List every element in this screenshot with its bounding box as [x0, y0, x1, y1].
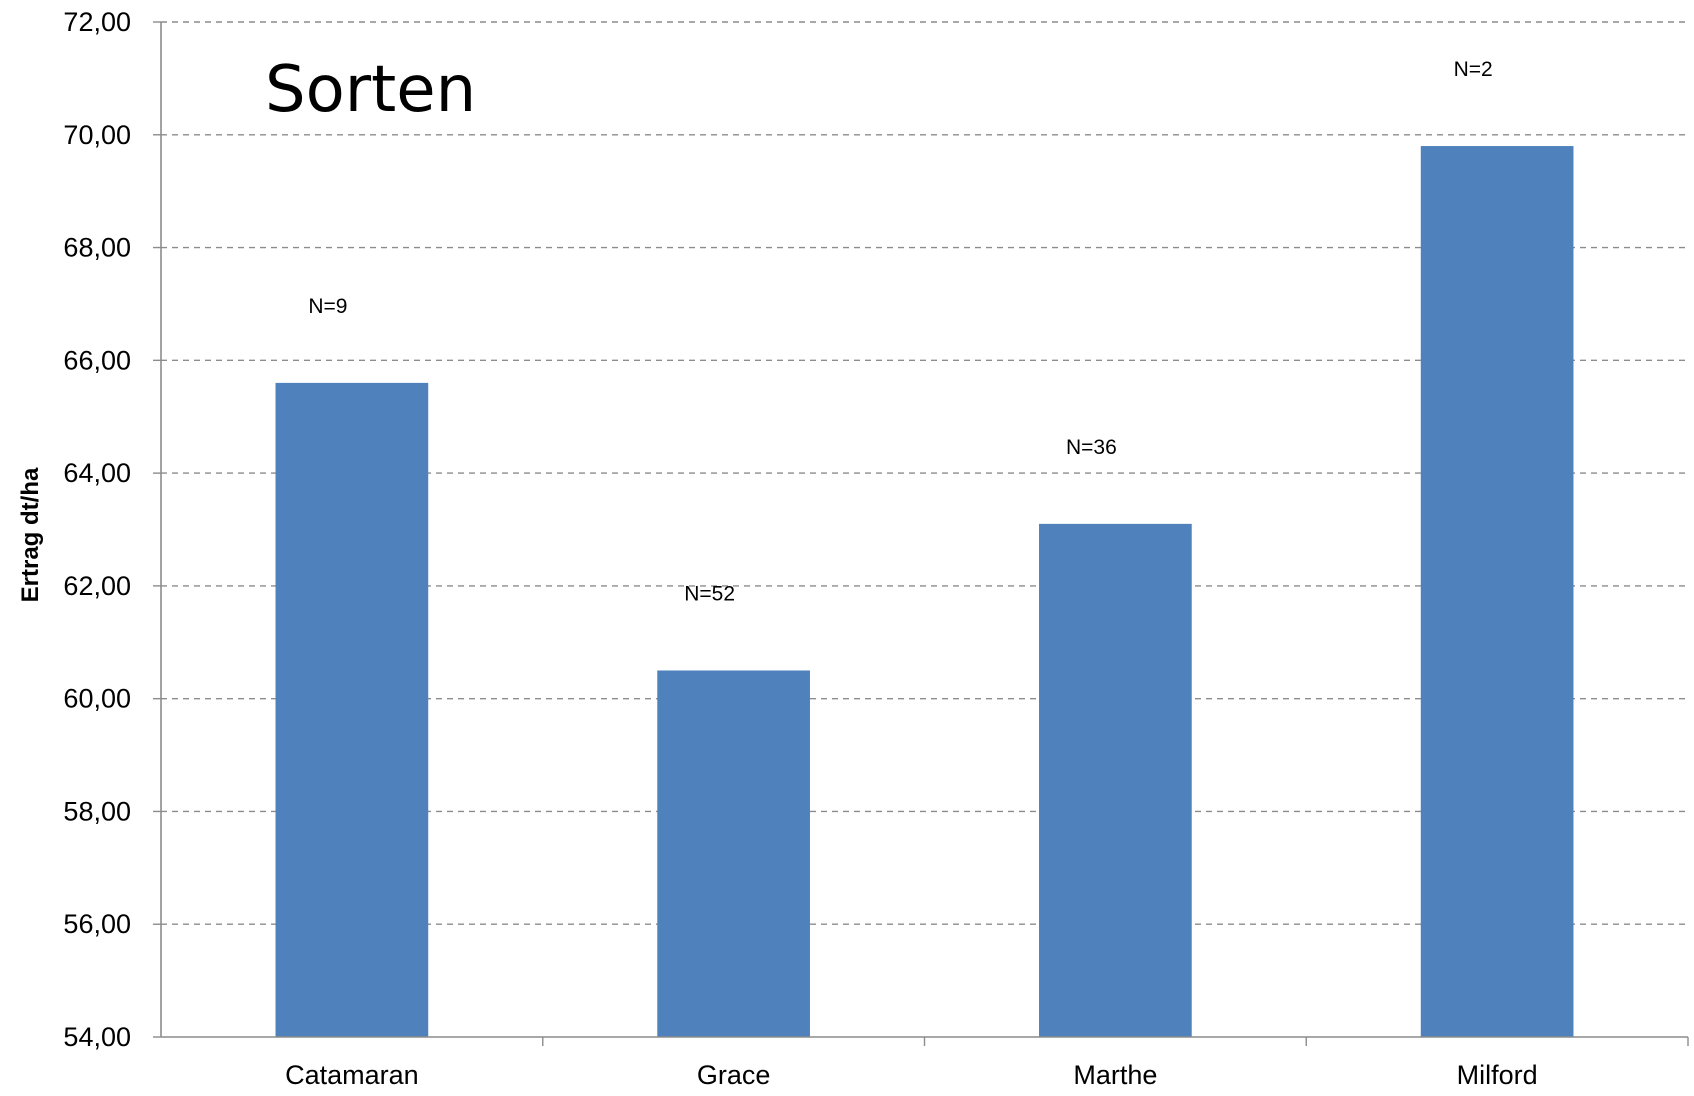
x-category-label: Marthe: [1073, 1060, 1157, 1090]
y-tick-label: 56,00: [63, 909, 131, 939]
y-tick-labels: 54,00 56,00 58,00 60,00 62,00 64,00 66,00 68,00…: [63, 7, 131, 1052]
x-category-label: Catamaran: [285, 1060, 419, 1090]
data-label: N=52: [684, 582, 735, 605]
data-label: N=9: [308, 295, 347, 318]
y-tick-label: 72,00: [63, 7, 131, 37]
x-category-labels: Catamaran Grace Marthe Milford: [285, 1060, 1538, 1090]
bar-grace: [657, 670, 810, 1037]
y-tick-label: 70,00: [63, 120, 131, 150]
x-category-label: Milford: [1457, 1060, 1538, 1090]
y-tick-label: 54,00: [63, 1022, 131, 1052]
axes: [153, 21, 1689, 1046]
y-tick-label: 66,00: [63, 345, 131, 375]
y-tick-label: 62,00: [63, 571, 131, 601]
y-tick-label: 60,00: [63, 684, 131, 714]
bars-group: [275, 146, 1574, 1038]
data-label: N=2: [1454, 58, 1493, 81]
bar-milford: [1420, 146, 1574, 1038]
data-label: N=36: [1066, 436, 1117, 459]
y-axis-label: Ertrag dt/ha: [17, 467, 44, 602]
y-tick-label: 68,00: [63, 233, 131, 263]
y-tick-label: 64,00: [63, 458, 131, 488]
data-labels: N=9 N=52 N=36 N=2: [308, 58, 1492, 605]
y-tick-label: 58,00: [63, 796, 131, 826]
chart-title: Sorten: [265, 53, 476, 127]
bar-marthe: [1039, 523, 1192, 1037]
bar-catamaran: [275, 382, 429, 1037]
x-category-label: Grace: [697, 1060, 771, 1090]
